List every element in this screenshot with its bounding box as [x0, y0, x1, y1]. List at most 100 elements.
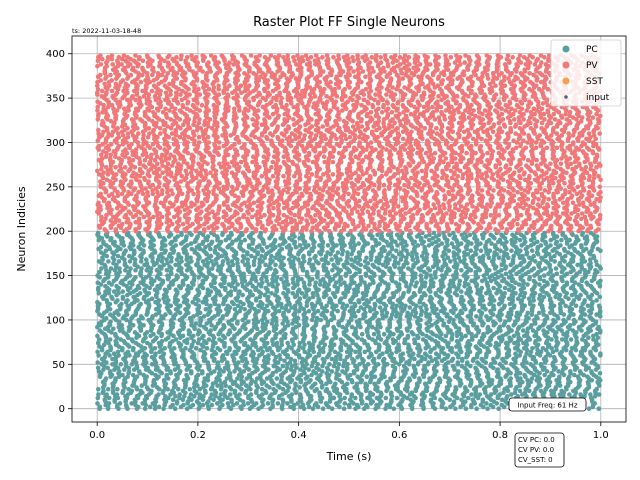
- spike-pc: [173, 394, 178, 399]
- spike-pc: [331, 262, 336, 268]
- spike-pc: [246, 319, 251, 325]
- spike-pc: [560, 370, 565, 376]
- spike-pc: [391, 406, 397, 412]
- spike-pc: [213, 379, 219, 385]
- spike-pc: [301, 253, 306, 259]
- spike-pc: [103, 315, 109, 321]
- spike-pc: [465, 360, 470, 365]
- spike-pc: [318, 372, 323, 378]
- spike-pc: [598, 351, 603, 357]
- spike-pc: [123, 354, 128, 360]
- spike-pc: [280, 386, 286, 392]
- spike-pc: [372, 381, 377, 387]
- spike-pc: [457, 278, 463, 284]
- spike-pc: [126, 369, 132, 374]
- spike-pc: [335, 250, 341, 255]
- spike-pc: [125, 374, 130, 380]
- spike-pc: [200, 369, 205, 374]
- spike-pc: [544, 369, 550, 374]
- spike-pc: [585, 374, 590, 380]
- spike-pc: [364, 255, 369, 261]
- spike-pc: [493, 340, 499, 346]
- spike-pc: [363, 381, 368, 387]
- spike-pc: [420, 337, 426, 342]
- spike-pc: [562, 253, 568, 259]
- spike-pc: [209, 239, 215, 245]
- spike-pc: [122, 367, 127, 372]
- spike-pc: [264, 383, 270, 388]
- spike-pc: [350, 356, 355, 362]
- spike-pc: [508, 376, 513, 381]
- spike-pc: [421, 291, 427, 296]
- spike-pc: [109, 236, 114, 241]
- spike-pc: [462, 385, 468, 390]
- spike-pc: [107, 337, 113, 342]
- spike-pc: [292, 358, 298, 364]
- spike-pc: [394, 232, 400, 238]
- spike-pc: [451, 230, 456, 236]
- spike-pc: [206, 337, 212, 342]
- spike-pc: [223, 383, 228, 388]
- spike-pc: [133, 402, 138, 408]
- spike-pc: [531, 266, 537, 271]
- spike-pc: [185, 399, 191, 404]
- spike-pc: [422, 363, 427, 369]
- spike-pc: [189, 246, 195, 252]
- spike-pc: [149, 296, 155, 302]
- spike-pc: [525, 310, 530, 316]
- spike-pc: [103, 376, 109, 381]
- spike-pc: [115, 386, 120, 392]
- spike-pc: [208, 328, 213, 333]
- spike-pc: [595, 246, 601, 252]
- spike-pc: [290, 291, 296, 296]
- spike-pc: [528, 362, 533, 367]
- spike-pc: [212, 388, 218, 394]
- spike-pc: [597, 370, 603, 376]
- spike-pc: [454, 351, 459, 357]
- spike-pc: [338, 257, 343, 262]
- spike-pc: [201, 333, 206, 339]
- spike-pc: [331, 363, 337, 369]
- spike-pc: [266, 353, 271, 358]
- spike-pc: [497, 392, 503, 397]
- spike-pc: [163, 312, 168, 317]
- spike-pc: [325, 250, 330, 255]
- spike-pc: [338, 356, 343, 362]
- spike-pc: [468, 248, 474, 253]
- spike-pc: [567, 374, 572, 380]
- spike-pc: [283, 369, 289, 374]
- spike-pc: [116, 374, 122, 380]
- spike-pc: [459, 363, 465, 369]
- spike-pc: [269, 253, 274, 259]
- spike-pc: [187, 386, 193, 392]
- spike-pc: [592, 394, 598, 399]
- spike-pc: [154, 335, 159, 341]
- spike-pc: [245, 401, 251, 406]
- spike-pc: [282, 358, 287, 364]
- spike-pc: [228, 392, 233, 397]
- spike-pc: [446, 376, 451, 381]
- spike-pc: [103, 248, 109, 253]
- spike-pc: [125, 298, 130, 303]
- spike-pc: [483, 385, 488, 390]
- spike-pc: [589, 292, 595, 298]
- spike-pc: [541, 328, 546, 333]
- spike-pc: [528, 353, 533, 358]
- spike-pc: [177, 369, 183, 374]
- spike-pc: [353, 395, 358, 401]
- spike-pc: [177, 395, 182, 401]
- spike-pc: [324, 386, 330, 392]
- spike-pc: [273, 262, 278, 268]
- spike-pc: [230, 353, 235, 358]
- spike-pc: [177, 392, 182, 397]
- spike-pc: [578, 292, 583, 298]
- spike-pc: [568, 337, 574, 342]
- spike-pc: [428, 397, 434, 403]
- spike-pc: [270, 370, 276, 376]
- spike-pc: [577, 369, 583, 374]
- spike-pc: [338, 397, 344, 403]
- spike-pc: [188, 392, 194, 397]
- spike-pc: [324, 381, 329, 387]
- spike-pc: [303, 386, 309, 392]
- spike-pc: [227, 370, 233, 376]
